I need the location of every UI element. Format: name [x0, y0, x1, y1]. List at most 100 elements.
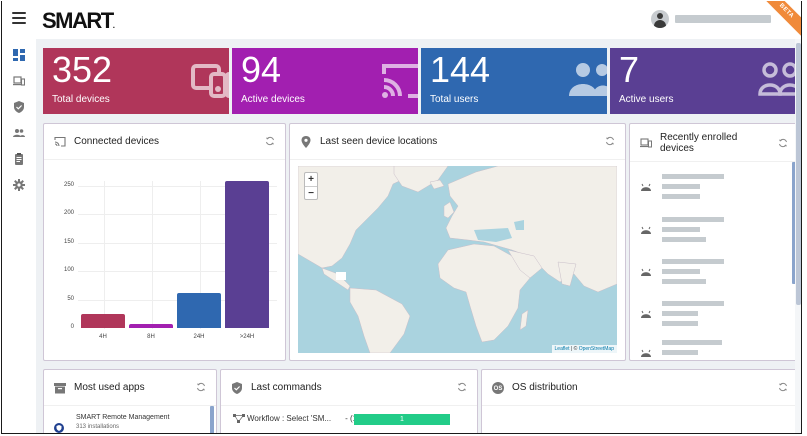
page-scrollbar-thumb[interactable] — [796, 43, 801, 305]
refresh-icon[interactable] — [457, 382, 467, 392]
workflow-icon — [233, 414, 245, 423]
users-icon — [569, 63, 607, 96]
zoom-in-button[interactable]: + — [308, 174, 314, 185]
devices-icon — [191, 64, 229, 98]
device-name-redacted — [662, 174, 724, 179]
page-scrollbar[interactable] — [795, 39, 801, 433]
archive-icon — [54, 382, 66, 393]
panel-title: OS distribution — [512, 382, 578, 393]
stat-label: Total devices — [52, 94, 110, 105]
panel-header: Most used apps — [44, 370, 216, 406]
device-model-redacted — [662, 227, 700, 232]
enrolled-device-item[interactable] — [640, 338, 770, 360]
android-icon — [641, 226, 651, 234]
panel-title: Last seen device locations — [320, 136, 438, 147]
stat-card-total-users[interactable]: 144 Total users — [421, 48, 607, 114]
stat-value: 94 — [241, 49, 282, 90]
avatar-icon — [651, 10, 669, 28]
smart-logo[interactable]: SMART. — [42, 8, 115, 33]
stat-value: 144 — [430, 49, 491, 90]
cast-icon — [382, 64, 418, 98]
list-scrollbar[interactable] — [210, 406, 214, 433]
device-date-redacted — [662, 279, 706, 284]
panel-title: Last commands — [251, 382, 322, 393]
device-name-redacted — [662, 301, 724, 306]
osm-link[interactable]: OpenStreetMap — [578, 346, 614, 352]
bar-over-24h[interactable] — [225, 180, 269, 328]
world-map[interactable]: + − Leaflet | © OpenStreetMap — [298, 166, 617, 353]
refresh-icon[interactable] — [778, 382, 788, 392]
y-tick: 50 — [67, 296, 74, 302]
x-tick: 8H — [147, 334, 155, 340]
command-label: Workflow : Select 'SM... — [247, 414, 332, 423]
map-attribution: Leaflet | © OpenStreetMap — [551, 345, 617, 353]
panel-most-used-apps: Most used apps SMART Remote Management 3… — [43, 369, 217, 433]
list-scrollbar[interactable] — [792, 162, 796, 284]
app-shield-icon — [54, 423, 64, 433]
command-row[interactable]: Workflow : Select 'SM... - (1) — [233, 414, 360, 423]
panel-connected-devices: Connected devices 250 200 150 100 50 0 — [43, 123, 286, 361]
grid-line — [78, 243, 277, 244]
panel-header: Last seen device locations — [290, 124, 625, 160]
sidebar-item-users[interactable] — [2, 121, 36, 145]
zoom-out-button[interactable]: − — [305, 186, 317, 199]
enrolled-device-item[interactable] — [640, 257, 770, 291]
zoom-control: + − — [304, 172, 318, 200]
grid-line — [152, 181, 153, 329]
sidebar-item-settings[interactable] — [2, 173, 36, 197]
attribution-separator: | © — [569, 346, 579, 352]
y-tick: 100 — [63, 267, 74, 273]
refresh-icon[interactable] — [265, 136, 275, 146]
y-tick: 150 — [63, 239, 74, 245]
y-tick: 200 — [63, 210, 74, 216]
panel-recently-enrolled: Recently enrolled devices — [629, 123, 799, 361]
stat-card-total-devices[interactable]: 352 Total devices — [43, 48, 229, 114]
android-icon — [641, 310, 651, 318]
devices-icon — [640, 137, 652, 147]
sidebar-item-devices[interactable] — [2, 69, 36, 93]
stat-card-active-users[interactable]: 7 Active users — [610, 48, 796, 114]
hamburger-menu-icon[interactable] — [12, 12, 26, 26]
command-count: - (1) — [345, 414, 360, 423]
map-pin-icon — [301, 135, 311, 148]
enrolled-device-item[interactable] — [640, 299, 770, 333]
clipboard-icon — [15, 153, 23, 165]
x-tick: >24H — [239, 334, 255, 340]
shield-icon — [14, 101, 24, 113]
x-tick: 24H — [193, 334, 205, 340]
refresh-icon[interactable] — [778, 138, 788, 148]
grid-line — [200, 181, 201, 329]
device-date-redacted — [662, 321, 698, 326]
user-menu[interactable] — [651, 10, 771, 28]
device-name-redacted — [662, 340, 722, 345]
refresh-icon[interactable] — [196, 382, 206, 392]
device-model-redacted — [662, 350, 698, 355]
stat-value: 352 — [52, 49, 113, 90]
enrolled-device-item[interactable] — [640, 172, 770, 206]
panel-last-commands: Last commands Workflow : Select 'SM... -… — [220, 369, 478, 433]
app-installs: 313 installations — [76, 424, 120, 430]
leaflet-link[interactable]: Leaflet — [554, 346, 570, 352]
device-name-redacted — [662, 217, 724, 222]
sidebar-item-dashboard[interactable] — [2, 43, 36, 67]
enrolled-device-item[interactable] — [640, 215, 770, 249]
devices-icon — [13, 76, 25, 86]
panel-title: Most used apps — [74, 382, 145, 393]
shield-icon — [232, 381, 242, 394]
sidebar-item-security[interactable] — [2, 95, 36, 119]
top-bar: SMART. BETA — [2, 1, 801, 39]
device-date-redacted — [662, 194, 700, 199]
panel-header: OS OS distribution — [482, 370, 798, 406]
bar-8h[interactable] — [129, 324, 173, 328]
panel-title: Recently enrolled devices — [660, 131, 738, 154]
dashboard-main: 352 Total devices 94 Active devices 144 … — [36, 39, 799, 433]
users-outline-icon — [758, 62, 796, 96]
refresh-icon[interactable] — [605, 136, 615, 146]
stat-card-active-devices[interactable]: 94 Active devices — [232, 48, 418, 114]
bar-4h[interactable] — [81, 314, 125, 328]
logo-text: SMART — [42, 8, 114, 33]
bar-chart: 250 200 150 100 50 0 4H 8H 24H >24H — [44, 161, 285, 361]
sidebar-item-reports[interactable] — [2, 147, 36, 171]
bar-24h[interactable] — [177, 292, 221, 328]
